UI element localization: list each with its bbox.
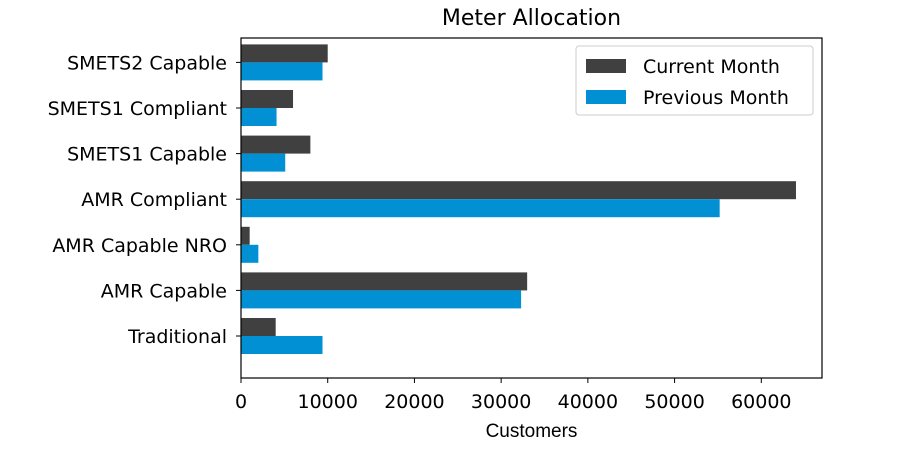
y-tick-label: Traditional — [127, 326, 227, 348]
bar-current-4 — [241, 135, 311, 154]
legend-label-current: Current Month — [643, 56, 780, 78]
bar-previous-6 — [241, 62, 323, 81]
x-tick-label: 30000 — [471, 391, 531, 413]
legend-swatch-previous — [586, 90, 626, 104]
bar-previous-2 — [241, 244, 259, 263]
x-tick-label: 10000 — [297, 391, 357, 413]
chart-title: Meter Allocation — [442, 6, 621, 31]
bar-current-6 — [241, 44, 328, 63]
y-axis-ticks: Traditional AMR Capable AMR Capable NRO AMR… — [48, 52, 241, 348]
bar-previous-3 — [241, 199, 720, 218]
bars-group — [241, 44, 796, 354]
bar-previous-1 — [241, 290, 522, 309]
legend-swatch-current — [586, 59, 626, 73]
legend-box — [575, 45, 814, 116]
x-tick-label: 60000 — [731, 391, 791, 413]
y-tick-label: AMR Capable — [101, 280, 227, 302]
x-tick-label: 50000 — [644, 391, 704, 413]
y-tick-label: SMETS1 Compliant — [48, 98, 227, 120]
y-tick-label: AMR Compliant — [81, 189, 227, 211]
bar-current-2 — [241, 226, 250, 245]
y-tick-label: SMETS1 Capable — [67, 144, 227, 166]
bar-current-0 — [241, 318, 276, 336]
bar-current-1 — [241, 272, 528, 291]
legend: Current Month Previous Month — [575, 45, 814, 116]
plot-frame — [240, 37, 823, 379]
x-axis-label: Customers — [486, 421, 578, 442]
x-axis-ticks: 0 10000 20000 30000 40000 50000 60000 — [235, 378, 792, 413]
bar-previous-5 — [241, 108, 277, 126]
y-tick-label: AMR Capable NRO — [52, 235, 227, 257]
x-tick-label: 20000 — [384, 391, 444, 413]
bar-previous-4 — [241, 153, 286, 172]
bar-current-3 — [241, 181, 796, 200]
bar-previous-0 — [241, 336, 323, 354]
bar-current-5 — [241, 90, 294, 108]
y-tick-label: SMETS2 Capable — [67, 52, 227, 74]
x-tick-label: 40000 — [558, 391, 618, 413]
legend-label-previous: Previous Month — [643, 87, 789, 109]
x-tick-label: 0 — [235, 391, 247, 413]
